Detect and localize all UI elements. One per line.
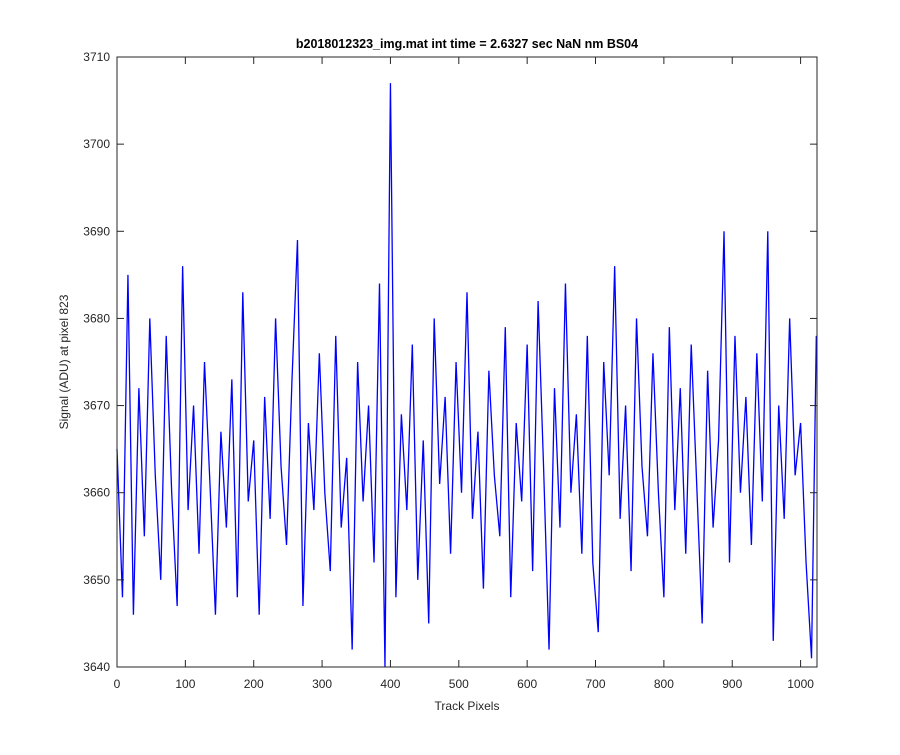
- x-tick-label: 500: [449, 677, 469, 691]
- x-tick-label: 0: [114, 677, 121, 691]
- chart-title: b2018012323_img.mat int time = 2.6327 se…: [296, 37, 638, 51]
- y-tick-label: 3660: [83, 486, 110, 500]
- y-axis-label: Signal (ADU) at pixel 823: [57, 294, 71, 429]
- x-tick-label: 900: [722, 677, 742, 691]
- x-axis-label: Track Pixels: [435, 699, 500, 713]
- x-tick-label: 300: [312, 677, 332, 691]
- x-tick-label: 600: [517, 677, 537, 691]
- x-tick-label: 800: [654, 677, 674, 691]
- y-tick-label: 3640: [83, 660, 110, 674]
- y-tick-label: 3700: [83, 137, 110, 151]
- y-tick-label: 3650: [83, 573, 110, 587]
- x-tick-label: 400: [380, 677, 400, 691]
- data-line: [116, 83, 817, 668]
- y-tick-label: 3710: [83, 50, 110, 64]
- x-tick-label: 200: [244, 677, 264, 691]
- y-tick-label: 3690: [83, 224, 110, 238]
- x-tick-label: 700: [586, 677, 606, 691]
- y-tick-label: 3670: [83, 399, 110, 413]
- x-tick-label: 100: [175, 677, 195, 691]
- x-tick-label: 1000: [787, 677, 814, 691]
- axes-box: [116, 56, 818, 668]
- y-tick-label: 3680: [83, 311, 110, 325]
